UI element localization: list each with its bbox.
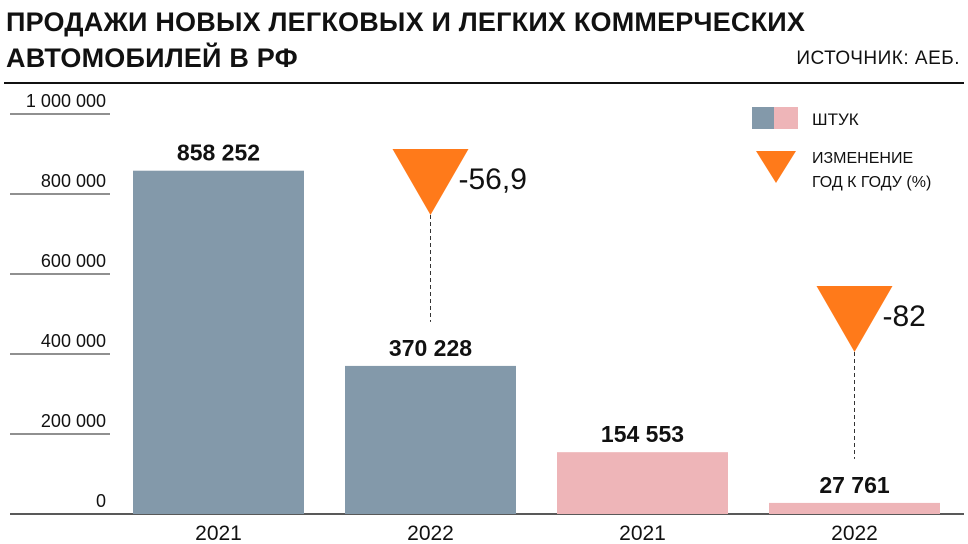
change-arrow-icon [392, 149, 469, 215]
bar-value-label: 858 252 [177, 140, 260, 166]
change-annotation-label: -82 [883, 300, 926, 333]
change-arrow-icon [816, 286, 893, 352]
legend-label-change-2: ГОД К ГОДУ (%) [812, 174, 931, 191]
bar-value-label: 370 228 [389, 335, 472, 361]
x-tick-label: 2021 [619, 522, 666, 544]
y-tick-label: 600 000 [41, 251, 106, 271]
chart-title: ПРОДАЖИ НОВЫХ ЛЕГКОВЫХ И ЛЕГКИХ КОММЕРЧЕ… [6, 7, 806, 73]
legend-label-units: ШТУК [812, 110, 859, 129]
bar [345, 365, 516, 514]
annotations-layer: -56,9 -82 [392, 149, 926, 459]
bar-value-label: 154 553 [601, 421, 684, 447]
y-tick-label: 200 000 [41, 411, 106, 431]
y-tick-label: 800 000 [41, 171, 106, 191]
x-tick-label: 2022 [407, 522, 454, 544]
bars-layer: 858 252 2021 370 228 2022 154 553 2021 27 761 2… [133, 140, 940, 544]
y-tick-label: 0 [96, 491, 106, 511]
legend-arrow-icon [756, 151, 796, 183]
bar [133, 170, 304, 514]
title-divider [4, 82, 964, 84]
x-tick-label: 2022 [831, 522, 878, 544]
bar-value-label: 27 761 [819, 472, 890, 498]
y-tick-label: 1 000 000 [26, 91, 106, 111]
legend-label-change-1: ИЗМЕНЕНИЕ [812, 150, 913, 167]
bar [769, 502, 940, 514]
legend-swatch-group1 [752, 107, 774, 129]
y-tick-label: 400 000 [41, 331, 106, 351]
bar [557, 452, 728, 514]
legend: ШТУК ИЗМЕНЕНИЕ ГОД К ГОДУ (%) [752, 107, 931, 191]
x-tick-label: 2021 [195, 522, 242, 544]
change-annotation-label: -56,9 [459, 163, 527, 196]
legend-swatch-group2 [774, 107, 798, 129]
source-note: ИСТОЧНИК: АЕБ. [796, 48, 960, 69]
